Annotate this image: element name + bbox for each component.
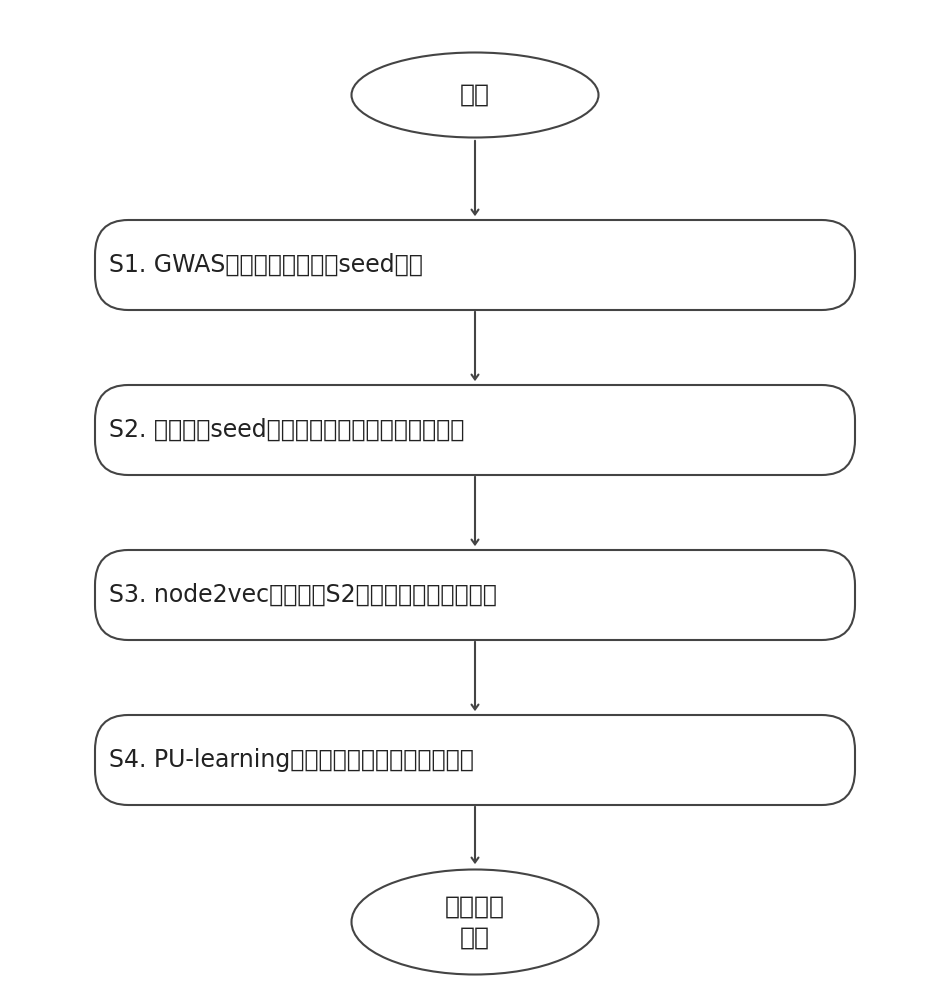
Text: S4. PU-learning算法预测蛋白与疾病的相关性: S4. PU-learning算法预测蛋白与疾病的相关性 [109,748,474,772]
FancyBboxPatch shape [95,715,855,805]
Text: 疾病相关
蛋白: 疾病相关 蛋白 [445,894,505,950]
Text: S2. 构建疾病seed蛋白为核心的蛋白相互作用网络: S2. 构建疾病seed蛋白为核心的蛋白相互作用网络 [109,418,465,442]
Text: S1. GWAS分析获得疾病相关seed蛋白: S1. GWAS分析获得疾病相关seed蛋白 [109,253,423,277]
Text: S3. node2vec算法表示S2网络中蛋白的特征结构: S3. node2vec算法表示S2网络中蛋白的特征结构 [109,583,497,607]
Ellipse shape [352,52,598,137]
Ellipse shape [352,869,598,974]
Text: 疾病: 疾病 [460,83,490,107]
FancyBboxPatch shape [95,385,855,475]
FancyBboxPatch shape [95,220,855,310]
FancyBboxPatch shape [95,550,855,640]
